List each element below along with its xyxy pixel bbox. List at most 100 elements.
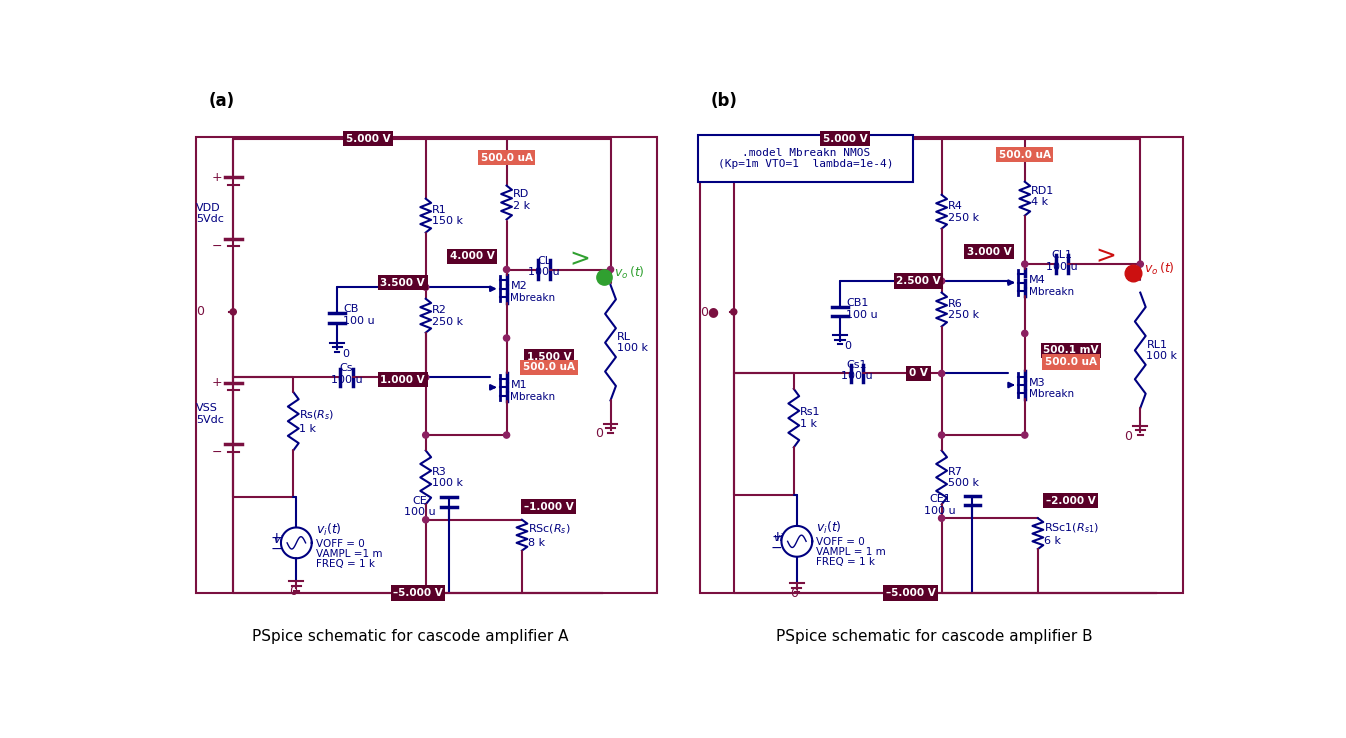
Text: R7
500 k: R7 500 k (948, 466, 979, 489)
Text: Cs1
100 u: Cs1 100 u (841, 359, 872, 382)
Circle shape (423, 374, 429, 380)
Circle shape (1022, 261, 1028, 267)
Text: $v_i(t)$: $v_i(t)$ (816, 520, 841, 537)
Circle shape (607, 266, 614, 272)
Text: 0: 0 (790, 587, 798, 600)
Text: >: > (569, 247, 590, 272)
Text: Mbreakn: Mbreakn (1028, 287, 1074, 297)
Text: Mbreakn: Mbreakn (510, 293, 556, 303)
Text: $v_o\,(t)$: $v_o\,(t)$ (1144, 261, 1175, 277)
Circle shape (938, 515, 945, 521)
Text: CE1
100 u: CE1 100 u (925, 494, 956, 516)
Text: VAMPL =1 m: VAMPL =1 m (315, 549, 382, 559)
Text: +: + (271, 531, 283, 545)
Text: 500.1 mV: 500.1 mV (1043, 345, 1098, 356)
Text: –5.000 V: –5.000 V (886, 588, 935, 598)
Text: 0: 0 (342, 348, 349, 359)
Text: 500.0 uA: 500.0 uA (999, 150, 1051, 160)
Text: VOFF = 0: VOFF = 0 (315, 539, 365, 549)
Circle shape (423, 432, 429, 438)
Text: VDD: VDD (197, 203, 221, 213)
Text: PSpice schematic for cascode amplifier A: PSpice schematic for cascode amplifier A (252, 630, 568, 644)
Text: M2: M2 (510, 281, 528, 292)
Text: 500.0 uA: 500.0 uA (481, 153, 533, 163)
Text: 5.000 V: 5.000 V (822, 134, 868, 144)
Text: +: + (771, 530, 782, 544)
Text: CL1
100 u: CL1 100 u (1046, 250, 1078, 272)
Text: 0: 0 (289, 585, 297, 599)
Text: R2
250 k: R2 250 k (432, 305, 463, 326)
Text: R6
250 k: R6 250 k (948, 299, 979, 320)
FancyBboxPatch shape (699, 135, 913, 182)
Text: RL1
100 k: RL1 100 k (1147, 339, 1178, 361)
Text: 4.000 V: 4.000 V (450, 252, 494, 261)
Text: vi: vi (273, 535, 283, 545)
Text: R3
100 k: R3 100 k (432, 466, 463, 489)
Circle shape (230, 308, 237, 315)
Text: −: − (771, 540, 782, 554)
Text: CE
100 u: CE 100 u (404, 496, 435, 517)
Text: CB1
100 u: CB1 100 u (847, 298, 878, 320)
Text: $v_o\,(t)$: $v_o\,(t)$ (614, 265, 645, 281)
Text: −: − (211, 446, 222, 458)
Text: 5Vdc: 5Vdc (197, 415, 225, 424)
Text: –5.000 V: –5.000 V (393, 588, 443, 598)
Circle shape (503, 335, 510, 341)
Circle shape (503, 266, 510, 272)
Text: R4
250 k: R4 250 k (948, 201, 979, 223)
Text: 0: 0 (197, 306, 205, 318)
Text: RD1
4 k: RD1 4 k (1031, 185, 1054, 207)
Text: RL
100 k: RL 100 k (616, 332, 647, 354)
Circle shape (938, 370, 945, 376)
Text: CL
100 u: CL 100 u (529, 255, 560, 277)
Text: +: + (211, 376, 222, 389)
Text: –1.000 V: –1.000 V (524, 502, 573, 511)
Text: .model Mbreakn NMOS
(Kp=1m VTO=1  lambda=1e-4): .model Mbreakn NMOS (Kp=1m VTO=1 lambda=… (717, 148, 894, 170)
Bar (197, 137, 657, 593)
Text: M4: M4 (1028, 275, 1046, 286)
Text: RSc$(R_s)$
8 k: RSc$(R_s)$ 8 k (528, 523, 571, 548)
Text: 500.0 uA: 500.0 uA (1044, 357, 1097, 367)
Text: R1
150 k: R1 150 k (432, 205, 463, 227)
Text: Mbreakn: Mbreakn (1028, 389, 1074, 399)
Text: 0: 0 (595, 427, 603, 440)
Text: Rs$(R_s)$
1 k: Rs$(R_s)$ 1 k (299, 409, 335, 434)
Text: –2.000 V: –2.000 V (1046, 495, 1096, 506)
Bar (700, 137, 1183, 593)
Circle shape (938, 432, 945, 438)
Text: 0●: 0● (700, 306, 719, 318)
Circle shape (938, 278, 945, 284)
Text: VSS: VSS (197, 403, 218, 413)
Text: (a): (a) (209, 92, 234, 109)
Text: RSc1$(R_{s1})$
6 k: RSc1$(R_{s1})$ 6 k (1044, 521, 1098, 546)
Text: CB
100 u: CB 100 u (343, 304, 376, 325)
Text: VOFF = 0: VOFF = 0 (816, 537, 865, 547)
Circle shape (423, 517, 429, 523)
Text: Rs1
1 k: Rs1 1 k (800, 407, 821, 429)
Text: $v_i(t)$: $v_i(t)$ (315, 522, 342, 538)
Text: VAMPL = 1 m: VAMPL = 1 m (816, 547, 886, 557)
Circle shape (1137, 261, 1143, 267)
Circle shape (1022, 331, 1028, 337)
Text: 2.500 V: 2.500 V (896, 276, 941, 286)
Text: 5Vdc: 5Vdc (197, 215, 225, 224)
Text: Mbreakn: Mbreakn (510, 392, 556, 401)
Text: >: > (1096, 244, 1116, 269)
Text: 0: 0 (1124, 430, 1132, 443)
Text: M1: M1 (510, 380, 528, 390)
Text: −: − (271, 542, 283, 556)
Circle shape (731, 308, 736, 315)
Text: (b): (b) (711, 92, 738, 109)
Text: 5.000 V: 5.000 V (346, 134, 390, 144)
Text: 3.500 V: 3.500 V (381, 277, 425, 288)
Text: PSpice schematic for cascode amplifier B: PSpice schematic for cascode amplifier B (775, 630, 1092, 644)
Circle shape (503, 432, 510, 438)
Text: FREQ = 1 k: FREQ = 1 k (315, 559, 374, 569)
Text: −: − (211, 240, 222, 253)
Text: Cs
100 u: Cs 100 u (331, 363, 362, 385)
Text: 1.500 V: 1.500 V (526, 351, 571, 362)
Text: FREQ = 1 k: FREQ = 1 k (816, 557, 875, 568)
Text: 0 V: 0 V (909, 368, 927, 379)
Text: +: + (211, 170, 222, 184)
Text: vi: vi (773, 534, 783, 543)
